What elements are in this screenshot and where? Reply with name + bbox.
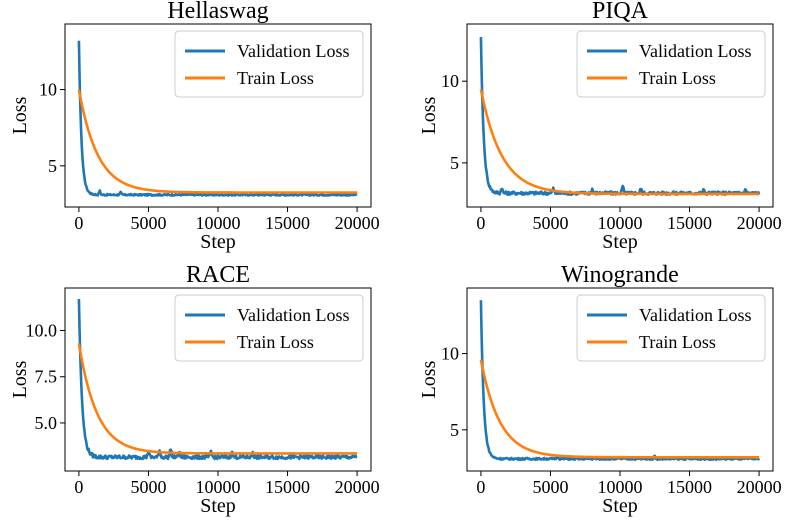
chart-1-y-tick-label: 5 [450,153,459,173]
chart-2-x-tick-label: 15000 [265,477,310,497]
chart-0-x-axis-label: Step [200,231,236,253]
chart-0-y-axis-label: Loss [9,96,31,134]
chart-2-legend-label: Validation Loss [237,305,350,325]
chart-2-series-validation-loss [77,299,358,461]
chart-1-x-tick-label: 5000 [532,213,568,233]
subplot-hellaswag: Hellaswag 0 5000 10000 15000 20000 5 10 Step Loss… [9,0,380,253]
chart-1-legend-label: Train Loss [639,68,716,88]
chart-1-legend [576,30,766,98]
chart-3-legend-label: Train Loss [639,332,716,352]
subplot-race: RACE 0 5000 10000 15000 20000 5.0 7.5 10.0 Step Lo… [9,262,380,517]
chart-1-title: PIQA [592,0,649,24]
chart-1-y-tick-label: 10 [441,71,459,91]
chart-1-x-tick-label: 15000 [667,213,712,233]
chart-2-title: RACE [186,262,250,288]
chart-2-y-axis-label: Loss [9,360,31,398]
chart-3-title: Winogrande [561,262,679,288]
chart-2-legend [174,294,364,362]
chart-2-y-tick-label: 10.0 [26,321,58,341]
chart-3-x-tick-label: 15000 [667,477,712,497]
chart-0-series-validation-loss [77,40,358,197]
chart-3-y-tick-label: 10 [441,344,459,364]
chart-2-x-tick-label: 10000 [196,477,241,497]
chart-3-x-axis-label: Step [602,495,638,517]
chart-1-x-tick-label: 20000 [737,213,782,233]
chart-0-y-tick-label: 10 [39,80,57,100]
chart-0-legend [174,30,364,98]
chart-2-x-tick-label: 0 [74,477,83,497]
chart-3-x-tick-label: 0 [476,477,485,497]
chart-2-x-tick-label: 20000 [335,477,380,497]
subplot-winogrande: Winogrande 0 5000 10000 15000 20000 5 10 Step Los… [418,262,782,517]
chart-3-x-tick-label: 10000 [598,477,643,497]
chart-1-x-axis-label: Step [602,231,638,253]
chart-2-series-train-loss [77,343,358,455]
chart-3-y-tick-label: 5 [450,420,459,440]
chart-1-y-axis-label: Loss [418,96,440,134]
chart-3-x-tick-label: 5000 [532,477,568,497]
chart-0-legend-label: Train Loss [237,68,314,88]
chart-0-legend-label: Validation Loss [237,41,350,61]
chart-1-series-train-loss [479,89,760,196]
chart-0-x-tick-label: 15000 [265,213,310,233]
chart-2-x-tick-label: 5000 [130,477,166,497]
chart-0-x-tick-label: 5000 [130,213,166,233]
chart-2-y-tick-label: 7.5 [35,367,58,387]
chart-0-x-tick-label: 10000 [196,213,241,233]
chart-3-x-tick-label: 20000 [737,477,782,497]
chart-3-legend-label: Validation Loss [639,305,752,325]
chart-2-legend-label: Train Loss [237,332,314,352]
chart-3-y-axis-label: Loss [418,360,440,398]
chart-2-x-axis-label: Step [200,495,236,517]
chart-2-y-tick-label: 5.0 [35,413,58,433]
chart-0-series-train-loss [77,89,358,194]
chart-0-y-tick-label: 5 [48,156,57,176]
chart-0-x-tick-label: 20000 [335,213,380,233]
chart-0-title: Hellaswag [167,0,268,24]
chart-1-legend-label: Validation Loss [639,41,752,61]
chart-0-x-tick-label: 0 [74,213,83,233]
subplot-piqa: PIQA 0 5000 10000 15000 20000 5 10 Step Loss Valid… [418,0,782,253]
chart-1-x-tick-label: 0 [476,213,485,233]
chart-3-legend [576,294,766,362]
chart-1-x-tick-label: 10000 [598,213,643,233]
chart-3-series-train-loss [479,359,760,459]
